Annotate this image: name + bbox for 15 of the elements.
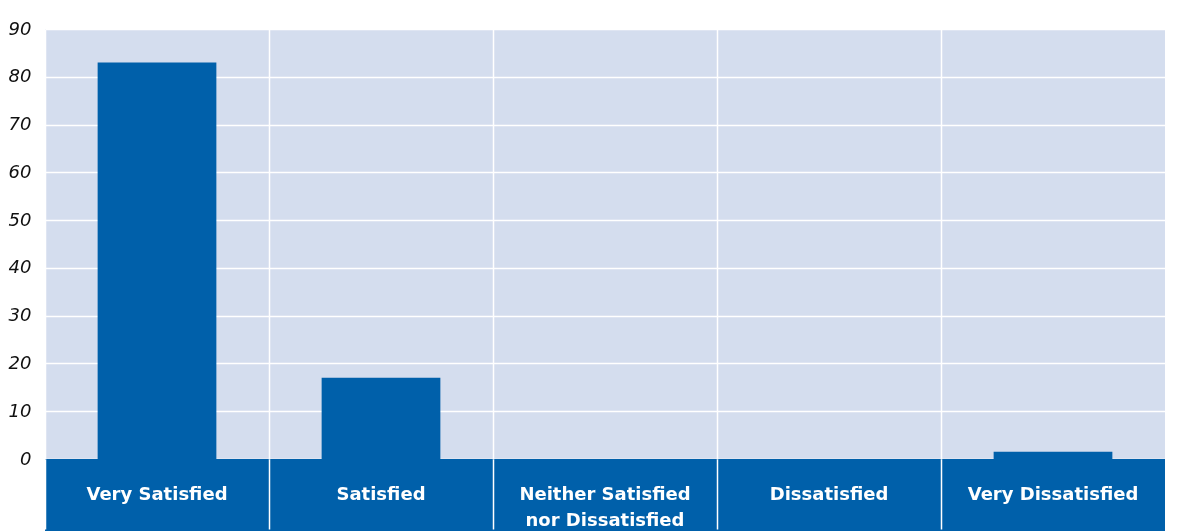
x-tick-label: Satisfied xyxy=(336,482,426,504)
x-tick-label: Very Dissatisfied xyxy=(967,482,1139,504)
x-tick-label: Very Satisfied xyxy=(86,482,228,504)
x-tick-label: Neither Satisfied nor Dissatisfied xyxy=(519,482,691,530)
y-tick-label: 90 xyxy=(8,17,32,39)
y-tick-label: 50 xyxy=(8,208,32,230)
y-tick-label: 40 xyxy=(8,256,32,278)
x-tick-label: Dissatisfied xyxy=(769,482,889,504)
y-tick-label: 70 xyxy=(8,113,32,135)
y-tick-label: 10 xyxy=(8,399,32,421)
y-tick-label: 20 xyxy=(8,351,32,373)
y-tick-label: 30 xyxy=(8,304,32,326)
y-tick-label: 0 xyxy=(20,447,32,469)
y-tick-label: 80 xyxy=(8,65,32,87)
y-tick-label: 60 xyxy=(8,160,32,182)
